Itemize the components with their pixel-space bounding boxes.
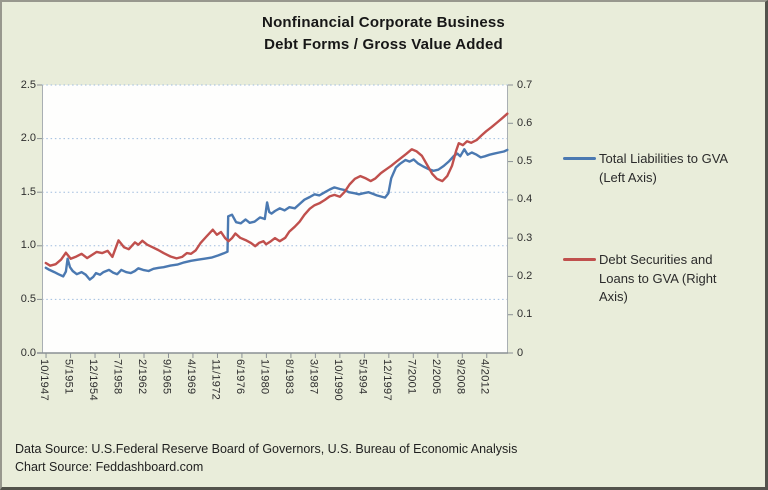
- legend-entry-total-liabilities: Total Liabilities to GVA (Left Axis): [563, 150, 728, 187]
- x-axis-label: 10/1990: [331, 359, 344, 401]
- x-axis-label: 7/1958: [111, 359, 124, 395]
- plot-area: [37, 84, 513, 358]
- x-axis-label: 2/2005: [429, 359, 442, 395]
- plot-svg: [37, 84, 513, 358]
- chart-title: Nonfinancial Corporate Business Debt For…: [2, 12, 765, 56]
- series-line-total-liabilities: [44, 148, 509, 281]
- data-source-note: Data Source: U.S.Federal Reserve Board o…: [15, 442, 518, 456]
- x-axis-label: 9/1965: [160, 359, 173, 395]
- left-axis-label: 0.5: [20, 292, 36, 305]
- legend-label-line: Debt Securities and: [599, 252, 713, 267]
- x-axis-label: 5/1951: [62, 359, 75, 395]
- right-axis-label: 0.3: [517, 231, 533, 244]
- x-axis-label: 12/1954: [87, 359, 100, 401]
- legend-line-red-icon: [563, 258, 596, 261]
- x-axis-label: 4/2012: [478, 359, 491, 395]
- legend-label-line: (Left Axis): [599, 169, 657, 185]
- right-axis-label: 0.4: [517, 193, 533, 206]
- right-axis-label: 0.5: [517, 155, 533, 168]
- right-axis-label: 0.6: [517, 116, 533, 129]
- x-axis-label: 5/1994: [356, 359, 369, 395]
- chart-title-line-1: Nonfinancial Corporate Business: [262, 14, 505, 31]
- x-axis-label: 10/1947: [38, 359, 51, 401]
- legend-label-debt-securities: Debt Securities and Loans to GVA (Right …: [599, 251, 717, 307]
- x-axis-label: 8/1983: [282, 359, 295, 395]
- chart-title-line-2: Debt Forms / Gross Value Added: [264, 36, 503, 53]
- chart-source-note: Chart Source: Feddashboard.com: [15, 459, 204, 474]
- legend-label-line: Loans to GVA (Right: [599, 270, 717, 286]
- x-axis-label: 12/1997: [380, 359, 393, 401]
- left-axis-label: 0.0: [20, 346, 36, 359]
- legend-label-total-liabilities: Total Liabilities to GVA (Left Axis): [599, 150, 728, 187]
- x-axis-label: 9/2008: [454, 359, 467, 395]
- left-axis-label: 1.5: [20, 185, 36, 198]
- x-axis-label: 4/1969: [184, 359, 197, 395]
- right-axis-label: 0: [517, 346, 524, 359]
- x-axis-label: 11/1972: [209, 359, 222, 401]
- legend-entry-debt-securities: Debt Securities and Loans to GVA (Right …: [563, 251, 717, 307]
- series-line-debt-securities: [44, 112, 509, 267]
- x-axis-label: 6/1976: [233, 359, 246, 395]
- right-axis-label: 0.2: [517, 269, 533, 282]
- x-axis-label: 1/1980: [258, 359, 271, 395]
- left-axis-label: 2.5: [20, 78, 36, 91]
- x-axis-label: 7/2001: [405, 359, 418, 395]
- left-axis-label: 1.0: [20, 239, 36, 252]
- left-axis-label: 2.0: [20, 132, 36, 145]
- x-axis-label: 2/1962: [136, 359, 148, 395]
- source-notes: Data Source: U.S.Federal Reserve Board o…: [15, 441, 517, 476]
- right-axis-label: 0.1: [517, 308, 533, 321]
- x-axis-label: 3/1987: [307, 359, 320, 395]
- right-axis-label: 0.7: [517, 78, 533, 91]
- legend-label-line: Total Liabilities to GVA: [599, 151, 729, 166]
- legend-line-blue-icon: [563, 157, 596, 160]
- legend-label-line: Axis): [599, 289, 628, 304]
